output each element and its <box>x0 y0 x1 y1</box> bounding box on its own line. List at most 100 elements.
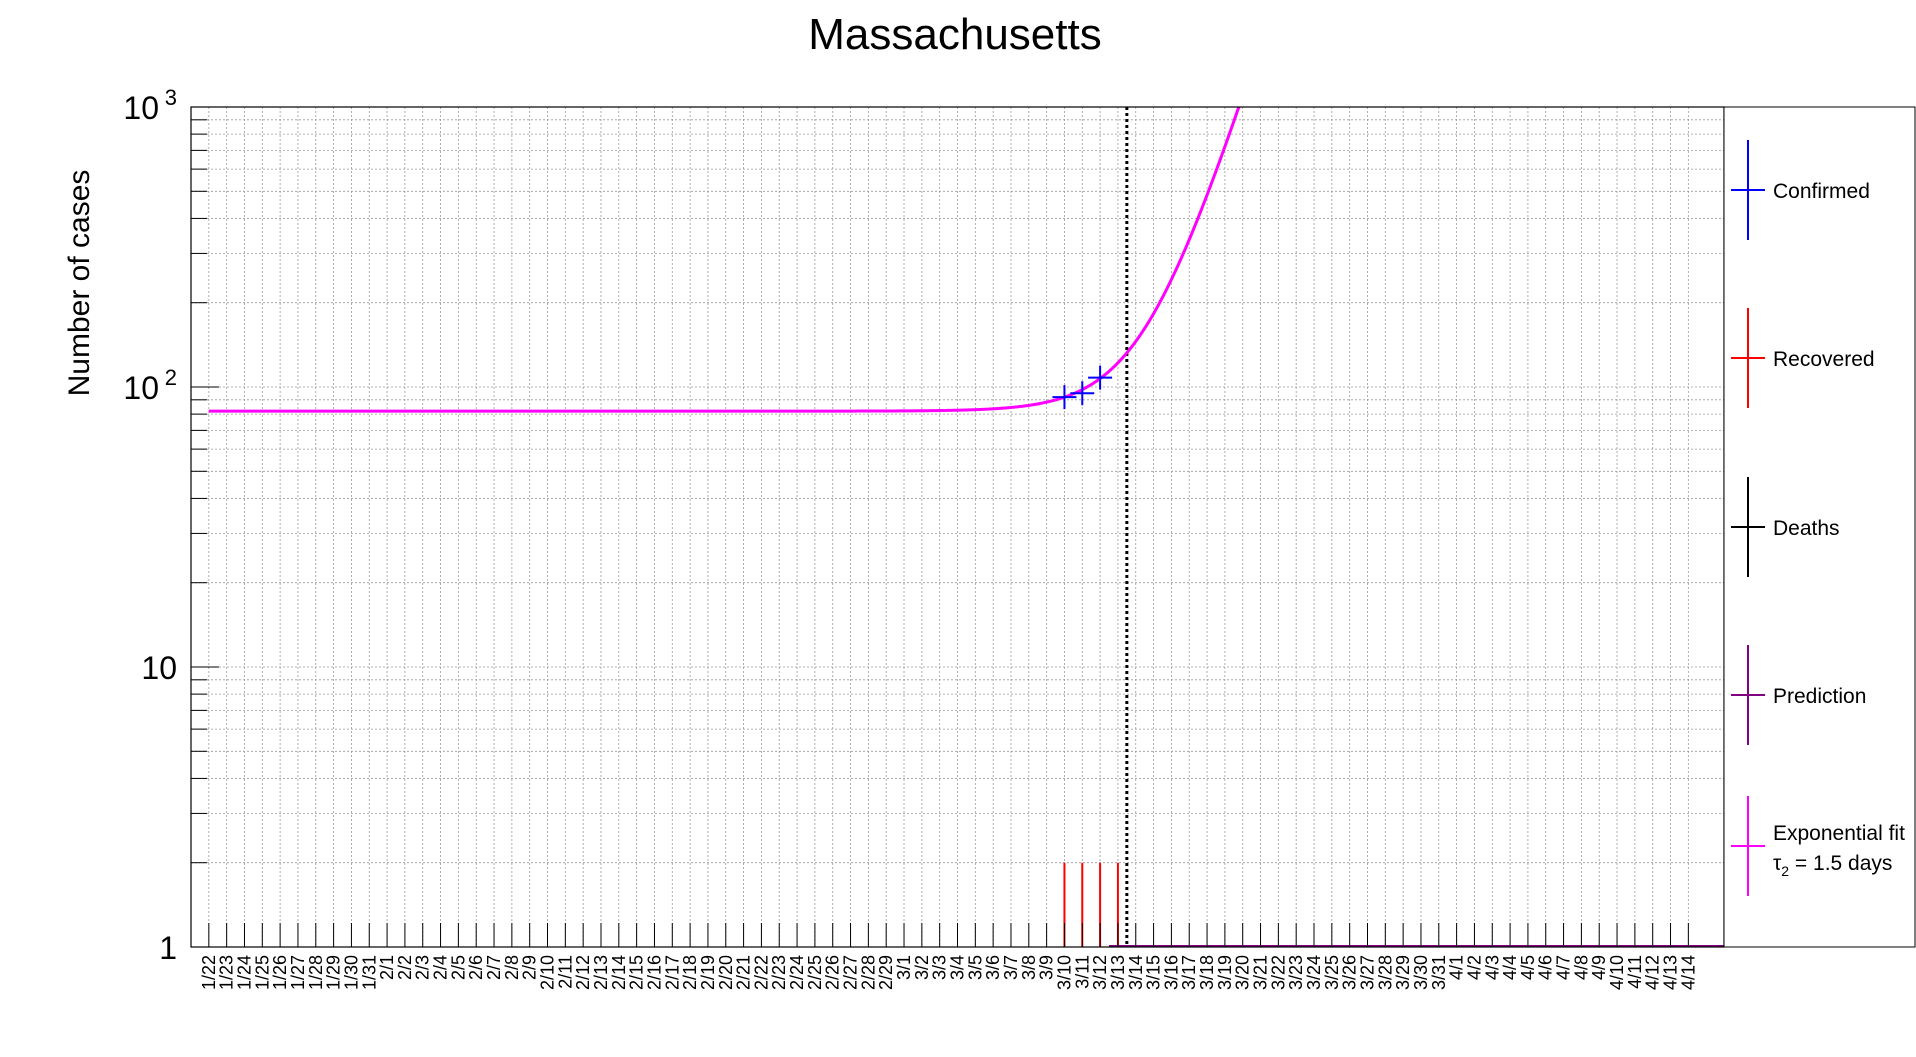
x-tick-label: 4/8 <box>1571 955 1591 980</box>
x-tick-label: 4/3 <box>1482 955 1502 980</box>
x-tick-label: 2/18 <box>680 955 700 990</box>
legend-label: Deaths <box>1773 517 1840 540</box>
legend-label: Prediction <box>1773 685 1866 708</box>
legend-sublabel-symbol: τ <box>1773 852 1782 875</box>
x-tick-label: 4/5 <box>1518 955 1538 980</box>
y-tick-label: 1 <box>159 930 177 966</box>
y-tick-label-exponent: 2 <box>165 365 177 390</box>
legend-label: Exponential fit <box>1773 822 1905 845</box>
x-tick-label: 2/28 <box>858 955 878 990</box>
x-tick-label: 4/12 <box>1643 955 1663 990</box>
x-tick-label: 1/26 <box>270 955 290 990</box>
exponential-fit-curve <box>208 106 1241 413</box>
x-tick-label: 3/12 <box>1090 955 1110 990</box>
x-tick-label: 4/4 <box>1500 955 1520 980</box>
x-tick-label: 3/19 <box>1215 955 1235 990</box>
x-tick-label: 2/1 <box>377 955 397 980</box>
x-tick-label: 3/20 <box>1233 955 1253 990</box>
x-tick-label: 2/9 <box>520 955 540 980</box>
y-tick-label: 10 <box>141 650 177 686</box>
x-tick-label: 3/5 <box>965 955 985 980</box>
x-tick-label: 4/6 <box>1536 955 1556 980</box>
x-tick-label: 2/17 <box>662 955 682 990</box>
x-tick-label: 4/11 <box>1625 955 1645 989</box>
x-tick-label: 2/10 <box>538 955 558 990</box>
x-tick-label: 2/14 <box>609 955 629 990</box>
x-tick-label: 3/25 <box>1322 955 1342 990</box>
x-tick-label: 2/8 <box>502 955 522 980</box>
x-tick-label: 2/7 <box>484 955 504 980</box>
x-tick-label: 2/27 <box>841 955 861 990</box>
x-tick-label: 1/30 <box>341 955 361 990</box>
confirmed-point <box>1052 385 1077 410</box>
x-tick-label: 3/11 <box>1072 955 1092 989</box>
x-tick-label: 3/15 <box>1144 955 1164 990</box>
x-tick-label: 2/22 <box>751 955 771 990</box>
confirmed-point <box>1088 365 1113 390</box>
x-tick-label: 4/10 <box>1607 955 1627 990</box>
x-tick-label: 3/4 <box>948 955 968 980</box>
x-tick-label: 2/21 <box>734 955 754 990</box>
x-tick-label: 2/20 <box>716 955 736 990</box>
x-tick-label: 3/2 <box>912 955 932 980</box>
x-tick-label: 4/7 <box>1554 955 1574 980</box>
x-tick-label: 1/28 <box>306 955 326 990</box>
x-tick-label: 3/24 <box>1304 955 1324 990</box>
x-tick-label: 3/14 <box>1126 955 1146 990</box>
x-tick-label: 2/16 <box>644 955 664 990</box>
x-tick-label: 3/16 <box>1161 955 1181 990</box>
x-tick-label: 1/29 <box>324 955 344 990</box>
x-tick-label: 3/13 <box>1108 955 1128 990</box>
x-tick-label: 3/17 <box>1179 955 1199 990</box>
x-tick-label: 1/27 <box>288 955 308 990</box>
y-axis-title: Number of cases <box>63 170 96 397</box>
x-tick-label: 2/19 <box>698 955 718 990</box>
x-tick-label: 2/29 <box>876 955 896 990</box>
x-tick-label: 3/3 <box>930 955 950 980</box>
x-tick-label: 1/23 <box>217 955 237 990</box>
x-tick-label: 1/24 <box>234 955 254 990</box>
x-tick-label: 3/1 <box>894 955 914 980</box>
x-tick-label: 3/30 <box>1411 955 1431 990</box>
x-tick-label: 4/13 <box>1661 955 1681 990</box>
legend-label: Confirmed <box>1773 180 1870 203</box>
x-tick-label: 3/8 <box>1019 955 1039 980</box>
x-tick-label: 2/24 <box>787 955 807 990</box>
x-tick-label: 3/23 <box>1286 955 1306 990</box>
legend: Confirmed Recovered Deaths Prediction Expone… <box>1723 106 1916 948</box>
x-tick-label: 3/9 <box>1037 955 1057 980</box>
y-tick-label: 10 <box>123 370 159 406</box>
x-tick-label: 3/7 <box>1001 955 1021 980</box>
x-tick-label: 2/25 <box>805 955 825 990</box>
legend-sublabel-text: = 1.5 days <box>1789 852 1892 875</box>
x-tick-label: 4/14 <box>1678 955 1698 990</box>
x-tick-label: 3/10 <box>1054 955 1074 990</box>
legend-sublabel: τ2 = 1.5 days <box>1773 852 1892 879</box>
y-tick-label: 10 <box>123 90 159 126</box>
legend-sublabel-subscript: 2 <box>1781 863 1789 879</box>
x-tick-label: 3/21 <box>1251 955 1271 990</box>
x-tick-label: 2/6 <box>466 955 486 980</box>
legend-label: Recovered <box>1773 348 1875 371</box>
x-tick-label: 2/4 <box>431 955 451 980</box>
x-tick-label: 2/26 <box>823 955 843 990</box>
x-tick-label: 2/12 <box>573 955 593 990</box>
x-tick-label: 2/23 <box>769 955 789 990</box>
x-tick-label: 3/27 <box>1357 955 1377 990</box>
x-tick-label: 1/25 <box>252 955 272 990</box>
y-tick-label-base: 10 <box>123 370 159 406</box>
axis-layer: 1/221/231/241/251/261/271/281/291/301/31… <box>123 85 1698 990</box>
x-tick-label: 3/28 <box>1375 955 1395 990</box>
x-tick-label: 3/31 <box>1429 955 1449 990</box>
x-tick-label: 1/31 <box>359 955 379 990</box>
x-tick-label: 2/13 <box>591 955 611 990</box>
y-tick-label-base: 10 <box>123 90 159 126</box>
chart-title: Massachusetts <box>808 10 1101 59</box>
x-tick-label: 2/15 <box>627 955 647 990</box>
x-tick-label: 1/22 <box>199 955 219 990</box>
confirmed-point <box>1070 381 1095 406</box>
x-tick-label: 4/2 <box>1464 955 1484 980</box>
